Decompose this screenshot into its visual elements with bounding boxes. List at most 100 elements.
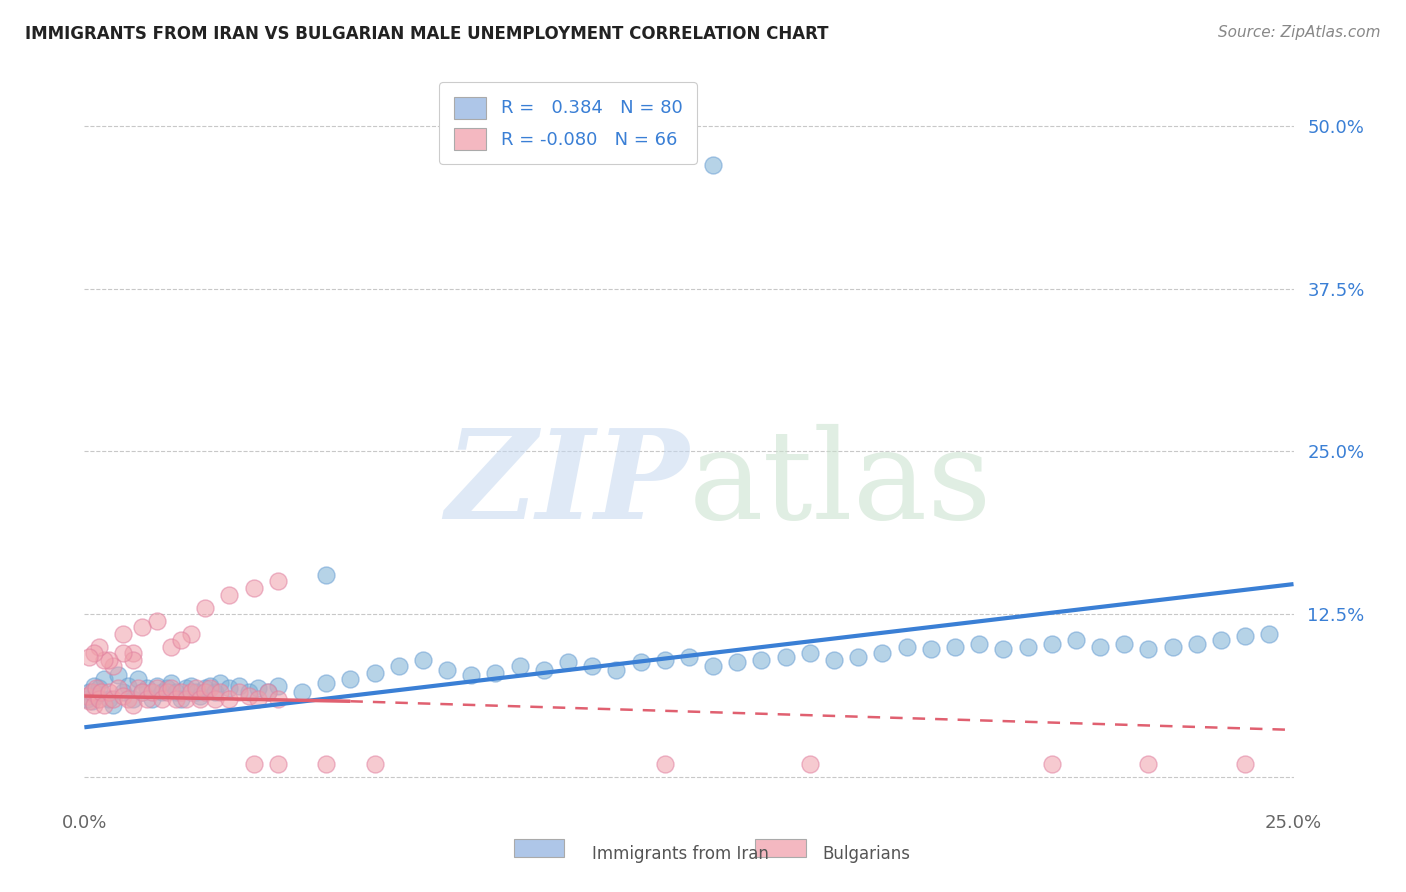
Point	[112, 685, 135, 699]
Point	[184, 685, 207, 699]
Point	[1088, 640, 1111, 654]
Point	[87, 640, 110, 654]
Point	[83, 698, 105, 713]
Point	[799, 756, 821, 771]
Point	[190, 689, 212, 703]
Point	[412, 652, 434, 666]
Point	[725, 655, 748, 669]
Point	[160, 681, 183, 696]
Point	[218, 587, 240, 601]
Point	[136, 681, 159, 696]
Point	[127, 681, 149, 696]
Point	[315, 676, 337, 690]
Point	[103, 659, 125, 673]
Point	[77, 650, 100, 665]
Point	[160, 640, 183, 654]
Point	[180, 679, 202, 693]
Point	[1258, 626, 1281, 640]
Point	[131, 685, 153, 699]
Point	[146, 614, 169, 628]
Point	[194, 681, 217, 696]
Point	[155, 681, 177, 696]
Point	[150, 691, 173, 706]
Point	[702, 158, 724, 172]
Point	[247, 681, 270, 696]
Point	[136, 691, 159, 706]
Point	[150, 685, 173, 699]
Point	[267, 756, 290, 771]
Point	[117, 679, 139, 693]
Legend: R =   0.384   N = 80, R = -0.080   N = 66: R = 0.384 N = 80, R = -0.080 N = 66	[439, 82, 697, 164]
Point	[460, 668, 482, 682]
Point	[170, 685, 193, 699]
Point	[141, 691, 163, 706]
Point	[630, 655, 652, 669]
Point	[76, 691, 98, 706]
Point	[581, 659, 603, 673]
Point	[228, 685, 250, 699]
FancyBboxPatch shape	[755, 838, 806, 857]
Point	[174, 681, 197, 696]
Point	[993, 642, 1015, 657]
Point	[267, 691, 290, 706]
Text: Source: ZipAtlas.com: Source: ZipAtlas.com	[1218, 25, 1381, 40]
Point	[1234, 629, 1257, 643]
Point	[131, 620, 153, 634]
Point	[1064, 633, 1087, 648]
Point	[238, 685, 260, 699]
Point	[165, 691, 187, 706]
Point	[112, 689, 135, 703]
Point	[97, 652, 120, 666]
Point	[121, 646, 143, 660]
Point	[97, 685, 120, 699]
Point	[121, 652, 143, 666]
Point	[180, 626, 202, 640]
Point	[76, 689, 98, 703]
Point	[198, 679, 221, 693]
Point	[146, 681, 169, 696]
Point	[557, 655, 579, 669]
Point	[103, 691, 125, 706]
Point	[131, 685, 153, 699]
Point	[605, 663, 627, 677]
Point	[204, 691, 226, 706]
Point	[242, 756, 264, 771]
Point	[77, 685, 100, 699]
Point	[121, 698, 143, 713]
Point	[141, 685, 163, 699]
Point	[509, 659, 531, 673]
Point	[967, 637, 990, 651]
Point	[86, 681, 108, 696]
Point	[90, 685, 112, 699]
Point	[174, 691, 197, 706]
Point	[170, 691, 193, 706]
Point	[242, 581, 264, 595]
Point	[388, 659, 411, 673]
Point	[121, 691, 143, 706]
Point	[93, 672, 115, 686]
Point	[654, 652, 676, 666]
Point	[204, 685, 226, 699]
Point	[291, 685, 314, 699]
Point	[1040, 756, 1063, 771]
Point	[97, 691, 120, 706]
Point	[920, 642, 942, 657]
Point	[678, 650, 700, 665]
Point	[83, 679, 105, 693]
Point	[80, 694, 103, 708]
Point	[87, 681, 110, 696]
Text: atlas: atlas	[689, 425, 993, 545]
Point	[702, 659, 724, 673]
Point	[194, 685, 217, 699]
Point	[363, 665, 385, 680]
Point	[943, 640, 966, 654]
Point	[170, 633, 193, 648]
Point	[1137, 756, 1160, 771]
Point	[107, 681, 129, 696]
Point	[823, 652, 845, 666]
Point	[218, 691, 240, 706]
Point	[775, 650, 797, 665]
Point	[267, 679, 290, 693]
Point	[208, 685, 231, 699]
Point	[1114, 637, 1136, 651]
